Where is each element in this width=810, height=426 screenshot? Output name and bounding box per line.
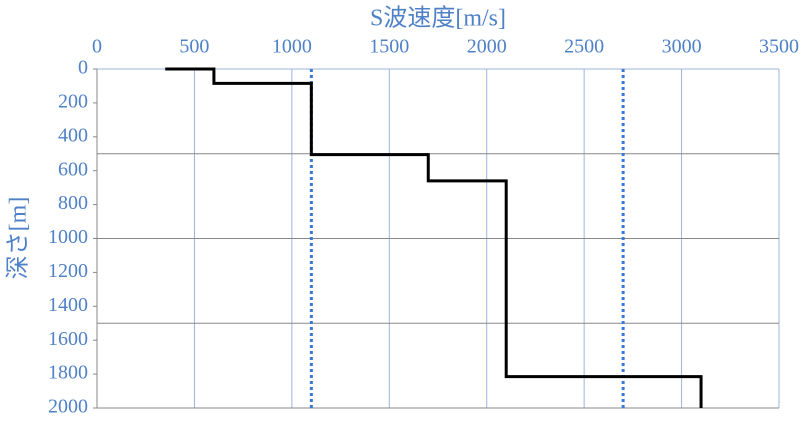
x-tick-label: 1000 xyxy=(272,36,312,58)
y-tick-label: 2000 xyxy=(48,396,88,418)
y-tick-label: 800 xyxy=(58,192,88,214)
step-line xyxy=(165,67,703,408)
x-tick-label: 500 xyxy=(179,36,209,58)
y-tick-label: 600 xyxy=(58,158,88,180)
y-tick-label: 1800 xyxy=(48,362,88,384)
x-tick-label: 2500 xyxy=(564,36,604,58)
y-tick-label: 1600 xyxy=(48,328,88,350)
y-axis-label: 深さ[m] xyxy=(5,197,32,280)
y-tick-label: 0 xyxy=(78,57,88,79)
x-tick-label: 0 xyxy=(92,36,102,58)
x-tick-label: 2000 xyxy=(467,36,507,58)
x-tick-label: 3500 xyxy=(759,36,799,58)
y-tick-label: 400 xyxy=(58,124,88,146)
y-tick-label: 1000 xyxy=(48,226,88,248)
chart-title: S波速度[m/s] xyxy=(370,5,506,32)
y-tick-label: 200 xyxy=(58,90,88,112)
x-tick-label: 1500 xyxy=(369,36,409,58)
x-tick-label: 3000 xyxy=(662,36,702,58)
y-tick-label: 1200 xyxy=(48,260,88,282)
y-tick-label: 1400 xyxy=(48,294,88,316)
